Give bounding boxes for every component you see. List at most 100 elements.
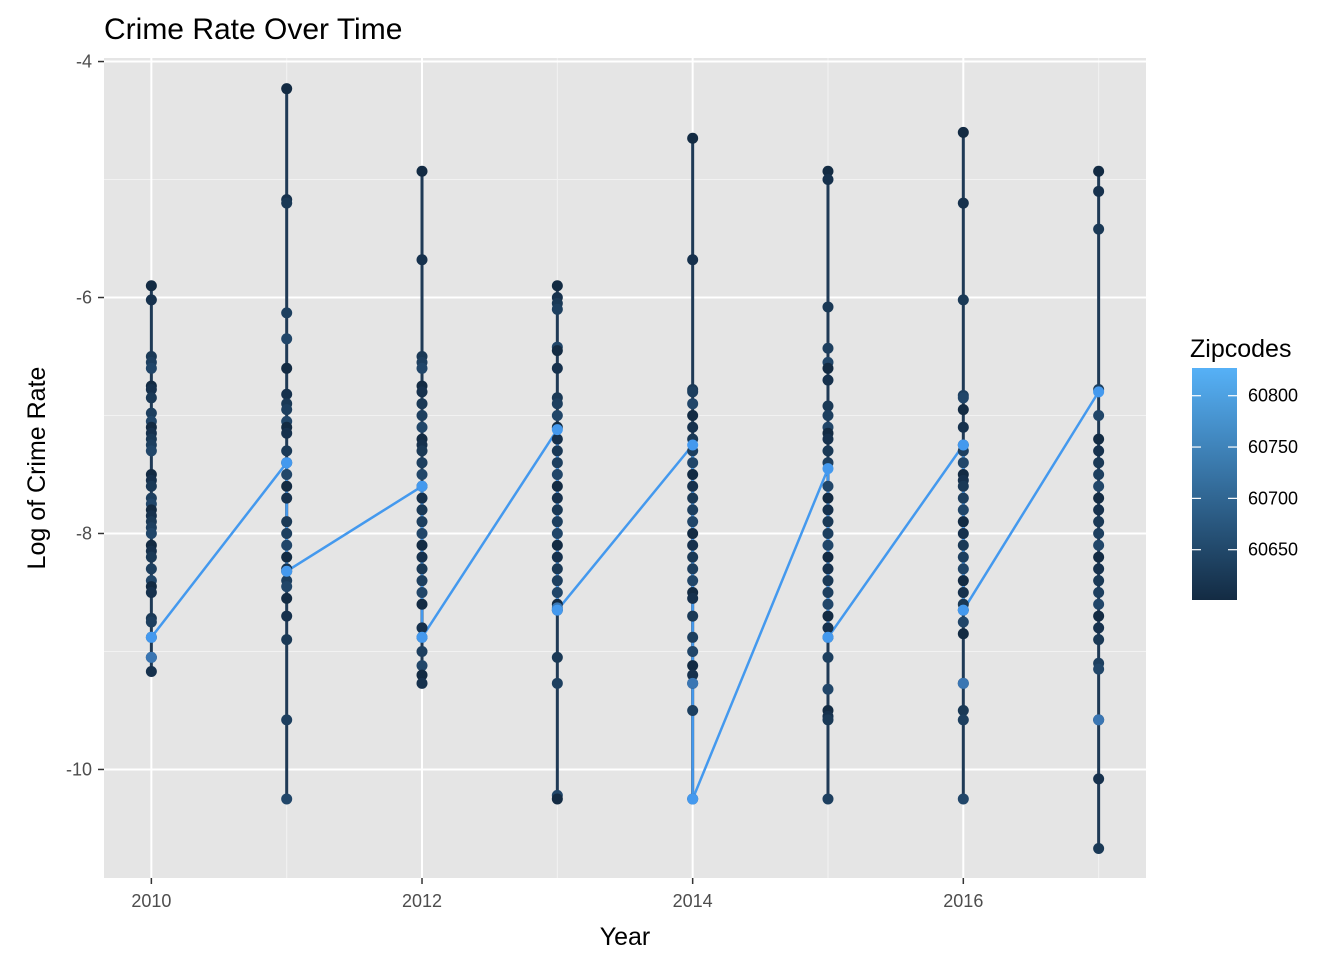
data-point: [145, 384, 157, 396]
data-point: [145, 392, 157, 404]
data-point: [822, 683, 834, 695]
data-point: [957, 516, 969, 528]
data-point: [957, 392, 969, 404]
data-point: [957, 563, 969, 575]
axes: 2010 2012 2014 2016 -4 -6 -8 -10: [66, 52, 983, 911]
x-tick-label: 2010: [131, 891, 171, 911]
y-tick-label: -4: [76, 52, 92, 72]
data-point: [822, 492, 834, 504]
data-point: [687, 563, 699, 575]
data-point: [551, 280, 563, 292]
data-point: [1093, 185, 1105, 197]
data-point: [281, 592, 293, 604]
data-point: [822, 480, 834, 492]
data-point: [687, 669, 699, 681]
legend-label: 60650: [1248, 540, 1298, 560]
data-point: [281, 634, 293, 646]
data-point: [416, 669, 428, 681]
data-point: [687, 398, 699, 410]
data-point: [416, 516, 428, 528]
data-point: [145, 407, 157, 419]
data-point: [822, 362, 834, 374]
data-point: [957, 126, 969, 138]
data-point: [822, 539, 834, 551]
x-tick-label: 2012: [402, 891, 442, 911]
data-point: [822, 575, 834, 587]
x-tick-label: 2014: [673, 891, 713, 911]
highlight-point: [687, 439, 699, 451]
data-point: [957, 480, 969, 492]
highlight-point: [957, 439, 969, 451]
data-point: [822, 551, 834, 563]
data-point: [281, 362, 293, 374]
data-point: [957, 575, 969, 587]
data-point: [822, 409, 834, 421]
data-point: [551, 492, 563, 504]
data-point: [281, 793, 293, 805]
data-point: [957, 197, 969, 209]
data-point-light: [687, 677, 699, 689]
data-point: [1093, 516, 1105, 528]
data-point: [1093, 223, 1105, 235]
data-point: [551, 362, 563, 374]
highlight-point: [416, 631, 428, 643]
data-point: [687, 539, 699, 551]
data-point: [551, 575, 563, 587]
legend-colorbar: [1192, 368, 1237, 600]
highlight-point: [281, 565, 293, 577]
data-point: [1093, 539, 1105, 551]
data-point: [416, 586, 428, 598]
highlight-point: [957, 604, 969, 616]
data-point: [281, 388, 293, 400]
data-point: [551, 303, 563, 315]
data-point: [281, 492, 293, 504]
data-point: [1093, 663, 1105, 675]
data-point: [551, 504, 563, 516]
data-point: [551, 539, 563, 551]
data-point: [145, 551, 157, 563]
data-point: [416, 398, 428, 410]
data-point: [957, 793, 969, 805]
data-point: [1093, 773, 1105, 785]
data-point: [551, 409, 563, 421]
data-point: [416, 575, 428, 587]
data-point: [687, 386, 699, 398]
data-point: [416, 492, 428, 504]
data-point: [822, 622, 834, 634]
data-point: [1093, 433, 1105, 445]
data-point: [1093, 165, 1105, 177]
data-point: [687, 421, 699, 433]
data-point: [957, 539, 969, 551]
highlight-point: [687, 793, 699, 805]
data-point: [687, 704, 699, 716]
data-point: [1093, 409, 1105, 421]
y-axis-title: Log of Crime Rate: [23, 367, 51, 570]
data-point: [822, 374, 834, 386]
highlight-point: [145, 631, 157, 643]
data-point: [416, 445, 428, 457]
data-point: [822, 445, 834, 457]
data-point: [551, 433, 563, 445]
data-point: [687, 492, 699, 504]
x-tick-label: 2016: [943, 891, 983, 911]
legend-label: 60700: [1248, 488, 1298, 508]
data-point: [687, 516, 699, 528]
data-point: [281, 480, 293, 492]
data-point: [416, 539, 428, 551]
data-point: [822, 598, 834, 610]
data-point: [416, 527, 428, 539]
data-point: [957, 586, 969, 598]
highlight-point: [1093, 386, 1105, 398]
data-point: [957, 714, 969, 726]
legend-title: Zipcodes: [1190, 335, 1291, 363]
data-point: [1093, 504, 1105, 516]
data-point: [1093, 563, 1105, 575]
legend: Zipcodes 60800 60750 60700 60650: [1190, 335, 1298, 600]
y-tick-label: -8: [76, 523, 92, 543]
data-point: [957, 492, 969, 504]
data-point: [281, 468, 293, 480]
data-point: [416, 598, 428, 610]
data-point: [551, 445, 563, 457]
data-point: [416, 504, 428, 516]
data-point: [687, 527, 699, 539]
